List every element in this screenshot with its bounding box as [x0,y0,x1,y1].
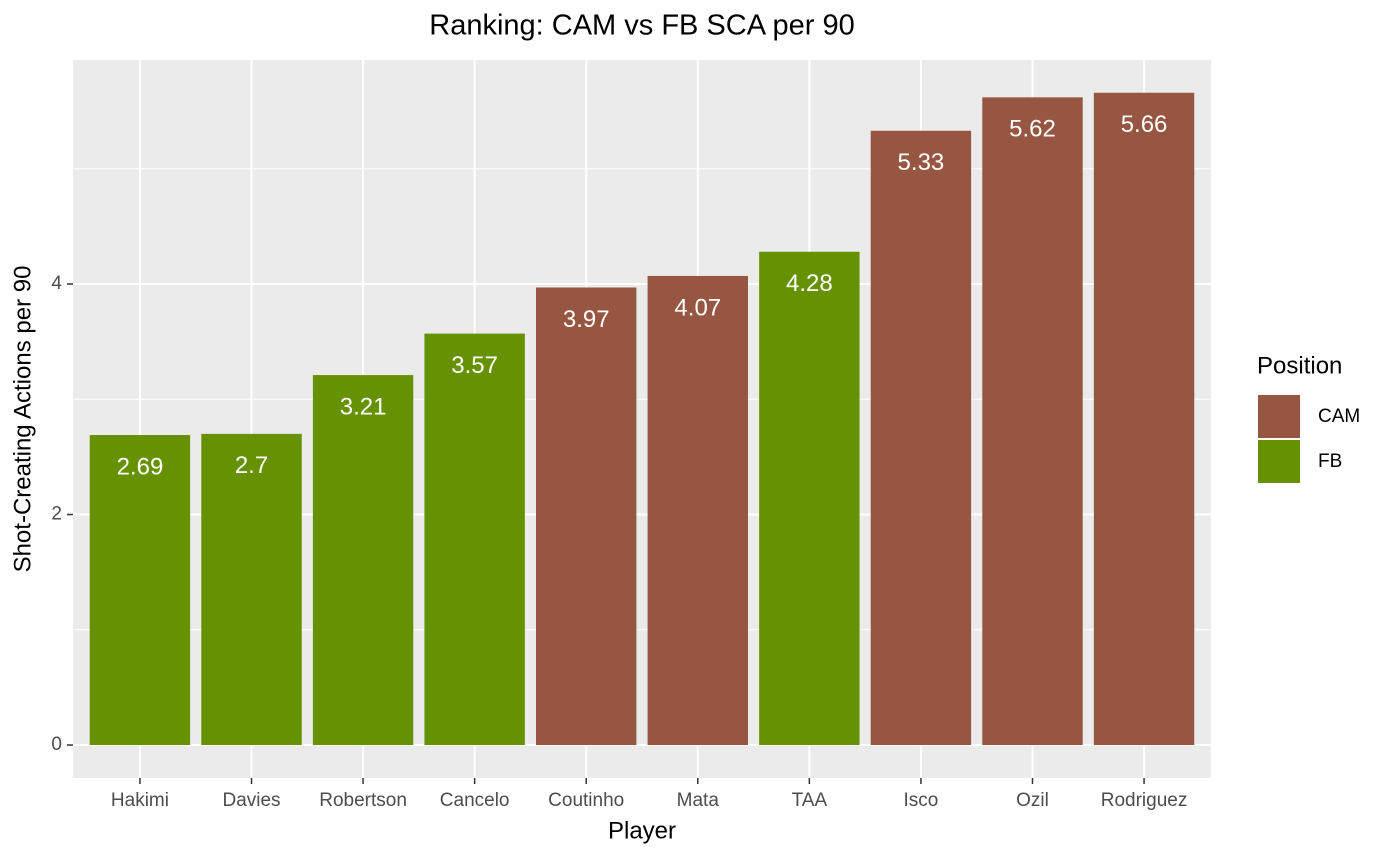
value-label: 5.66 [1121,111,1168,138]
y-tick-label: 2 [51,504,62,525]
x-tick-label: Davies [222,790,280,811]
bar [89,435,191,746]
x-tick-label: Robertson [319,790,407,811]
x-axis-title: Player [608,817,676,844]
value-label: 5.62 [1009,116,1056,143]
value-label: 3.97 [563,306,610,333]
y-tick-label: 4 [51,273,62,294]
x-tick-label: Hakimi [111,790,169,811]
legend-key [1258,395,1300,438]
value-label: 4.28 [786,270,833,297]
y-tick-label: 0 [51,734,62,755]
value-label: 3.57 [451,352,498,379]
value-label: 2.69 [117,453,164,480]
chart-title: Ranking: CAM vs FB SCA per 90 [429,10,855,42]
bar [870,130,972,746]
x-tick-label: Rodriguez [1101,790,1188,811]
bar [647,275,748,746]
legend-label: FB [1318,451,1342,472]
value-label: 5.33 [898,149,945,176]
y-axis-title: Shot-Creating Actions per 90 [9,266,36,573]
x-tick-label: TAA [792,790,828,811]
bar [312,375,414,746]
legend-title: Position [1257,352,1342,379]
bar [759,251,860,746]
legend-label: CAM [1318,406,1360,427]
value-label: 4.07 [674,294,721,321]
bar [982,97,1083,746]
x-tick-label: Ozil [1016,790,1049,811]
bar [424,333,525,746]
x-tick-label: Mata [677,790,720,811]
value-label: 3.21 [340,393,387,420]
x-tick-label: Coutinho [548,790,624,811]
value-label: 2.7 [235,452,268,479]
x-tick-label: Isco [903,790,938,811]
bar [201,433,302,746]
bar [1093,92,1195,746]
x-tick-label: Cancelo [440,790,510,811]
legend-key [1258,440,1300,483]
bar [536,287,637,746]
